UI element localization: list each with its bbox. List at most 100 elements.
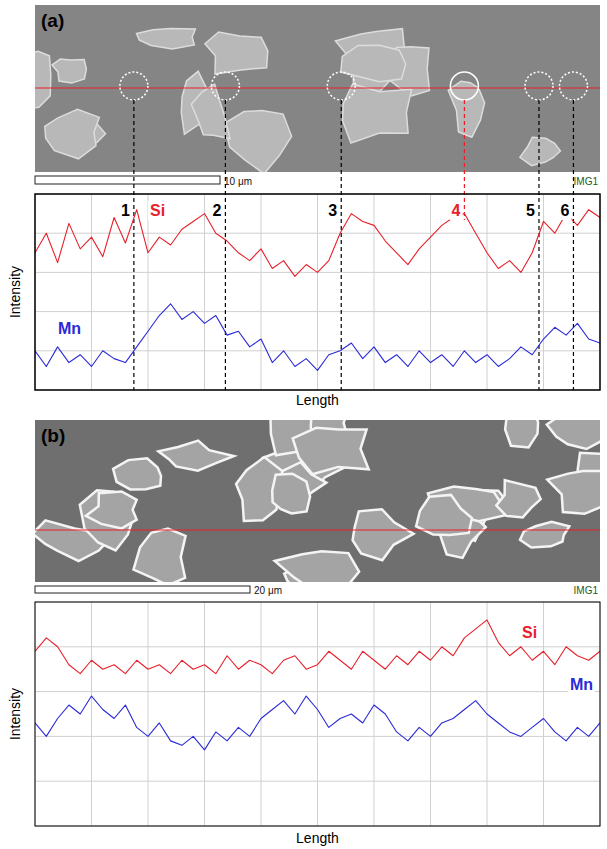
line-series <box>35 696 600 750</box>
site-circle <box>327 72 355 100</box>
grid-line <box>35 691 600 692</box>
grain <box>416 495 472 535</box>
grain <box>343 84 412 143</box>
grid-line <box>148 194 149 390</box>
axis-title: Intensity <box>7 266 23 318</box>
grain <box>86 492 137 529</box>
grid-line <box>35 646 600 647</box>
site-line <box>133 100 134 390</box>
image-tag: IMG1 <box>574 585 599 596</box>
grid-line <box>374 602 375 826</box>
scale-bar-label: 20 μm <box>254 585 282 596</box>
scale-bar-label: 10 μm <box>224 176 252 187</box>
grain <box>137 29 196 50</box>
axis-title: Length <box>296 392 339 408</box>
grain <box>272 474 310 514</box>
site-line <box>464 100 465 220</box>
grid-line <box>261 602 262 826</box>
label-patch <box>568 675 595 694</box>
panel: (b) 20 μm IMG1 Si Mn Intensity Length <box>7 398 607 846</box>
scan-line <box>35 529 600 530</box>
series-label: Si <box>150 202 165 219</box>
sem-image <box>35 5 600 172</box>
grid-line <box>148 602 149 826</box>
series-label: Mn <box>570 676 593 693</box>
site-number: 4 <box>451 202 460 219</box>
grid-line <box>35 311 600 312</box>
site-line <box>225 100 226 390</box>
grain <box>158 441 234 471</box>
grain <box>547 420 600 449</box>
grain <box>353 509 414 560</box>
label-patch <box>559 201 572 220</box>
grain <box>496 480 540 517</box>
axis-title: Intensity <box>7 688 23 740</box>
image-tag: IMG1 <box>574 176 599 187</box>
annotations <box>120 72 588 390</box>
grain <box>293 428 369 475</box>
grain <box>448 81 484 137</box>
site-line <box>573 100 574 390</box>
grain <box>520 522 569 548</box>
grain <box>224 111 292 172</box>
grain <box>547 471 600 514</box>
site-circle <box>450 72 478 100</box>
label-patch <box>56 319 83 338</box>
panel: (a) 10 μm IMG1 1 2 3 4 5 6 Si Mn Intensity Length <box>7 5 600 408</box>
line-series <box>35 304 600 371</box>
sem-image <box>35 420 600 582</box>
site-circle <box>525 72 553 100</box>
grid-line <box>430 194 431 390</box>
grain <box>134 529 186 583</box>
series-label: Mn <box>58 320 81 337</box>
site-number: 1 <box>121 202 130 219</box>
label-patch <box>520 623 539 642</box>
axis-title: Length <box>296 830 339 846</box>
labels: 1 2 3 4 5 6 Si Mn <box>56 201 572 338</box>
data-area <box>35 620 600 750</box>
grain <box>113 458 161 489</box>
series-label: Si <box>522 624 537 641</box>
label-patch <box>119 201 132 220</box>
grain <box>35 51 51 109</box>
grid-line <box>543 602 544 826</box>
grain <box>205 32 268 74</box>
site-circle <box>120 72 148 100</box>
grain <box>275 551 359 582</box>
label-patch <box>210 201 223 220</box>
grid-line <box>430 602 431 826</box>
grid-line <box>35 233 600 234</box>
grid-line <box>487 194 488 390</box>
scale-bar <box>35 586 250 593</box>
site-number: 5 <box>526 202 535 219</box>
grid-line <box>35 781 600 782</box>
grid-line <box>204 194 205 390</box>
grid-line <box>261 194 262 390</box>
grid-line <box>91 194 92 390</box>
site-number: 3 <box>328 202 337 219</box>
grain <box>45 109 100 159</box>
grid-line <box>204 602 205 826</box>
grid-line <box>374 194 375 390</box>
grid-line <box>317 602 318 826</box>
plot-frame <box>35 194 600 390</box>
scale-bar <box>35 176 220 184</box>
labels: Si Mn <box>520 623 595 694</box>
grain <box>520 137 561 165</box>
grid-line <box>35 350 600 351</box>
site-circle <box>559 72 587 100</box>
panel-label: (b) <box>41 425 65 446</box>
plot-frame <box>35 602 600 826</box>
panel-label: (a) <box>41 10 64 31</box>
label-patch <box>148 201 167 220</box>
grain <box>191 84 230 139</box>
site-number: 6 <box>561 202 570 219</box>
grid-line <box>35 736 600 737</box>
site-number: 2 <box>212 202 221 219</box>
site-line <box>341 100 342 390</box>
image-ground <box>35 5 600 172</box>
label-patch <box>524 201 537 220</box>
grain <box>505 420 538 448</box>
site-circle <box>211 72 239 100</box>
grid-line <box>317 194 318 390</box>
